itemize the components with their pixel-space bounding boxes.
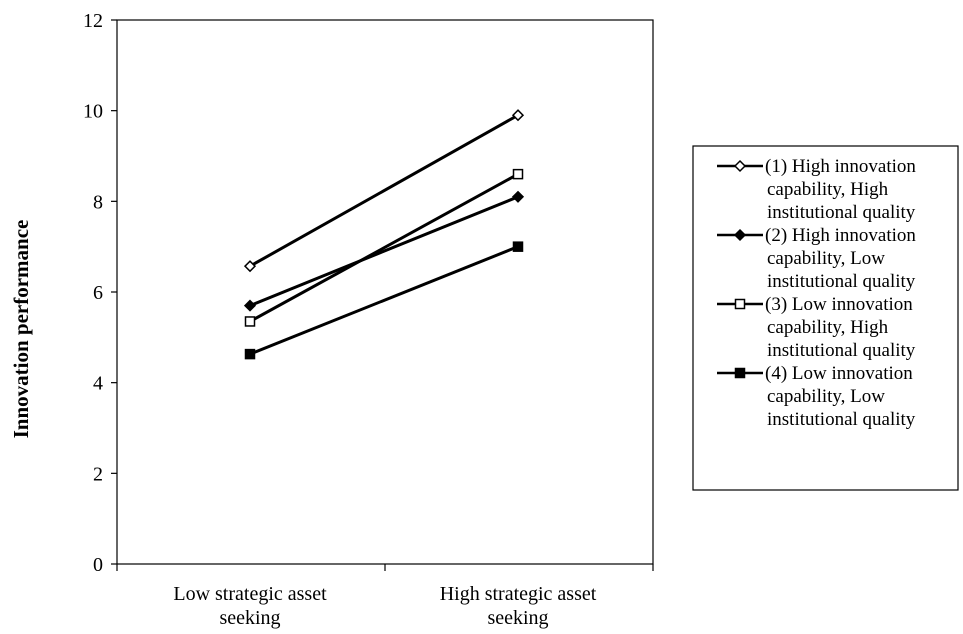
series-1 (243, 109, 525, 273)
series-line (249, 172, 519, 323)
data-point (244, 348, 256, 360)
y-tick-label: 12 (83, 10, 103, 32)
legend-marker (734, 298, 746, 310)
data-point (511, 109, 525, 122)
y-axis: 0 2 4 6 8 10 12 (83, 10, 117, 576)
series-2 (243, 190, 525, 312)
data-point (243, 299, 257, 312)
data-point (243, 260, 257, 273)
legend-entry: (2) High innovation capability, Low instit… (717, 225, 916, 292)
x-tick-label: Low strategic asset seeking (173, 583, 327, 629)
y-tick-label: 4 (93, 373, 103, 395)
y-tick-label: 2 (93, 463, 103, 485)
data-point (512, 241, 524, 252)
series-3 (244, 168, 524, 327)
y-axis-title: Innovation performance (9, 220, 33, 439)
x-tick-label: High strategic asset seeking (440, 583, 597, 629)
series-line (249, 113, 519, 268)
legend-label: (3) Low innovation capability, High instit… (765, 294, 916, 361)
plot-border (116, 19, 654, 565)
data-point (244, 316, 256, 327)
series-line (249, 245, 519, 356)
series-4 (244, 241, 524, 360)
y-tick-label: 6 (93, 282, 103, 304)
legend-marker (733, 159, 747, 173)
legend-entry: (1) High innovation capability, High insti… (717, 156, 916, 223)
x-axis: Low strategic asset seeking High strategic… (116, 564, 654, 629)
y-tick-label: 10 (83, 101, 103, 123)
y-tick-label: 8 (93, 191, 103, 213)
legend-label: (4) Low innovation capability, Low institu… (765, 363, 916, 430)
y-tick-label: 0 (93, 554, 103, 576)
legend-box (692, 145, 959, 491)
legend-label: (2) High innovation capability, Low instit… (765, 225, 916, 292)
legend-marker (733, 228, 747, 242)
legend-marker (734, 367, 746, 379)
legend-label: (1) High innovation capability, High insti… (765, 156, 916, 223)
series-line (249, 195, 519, 307)
data-point (511, 190, 525, 203)
legend: (1) High innovation capability, High insti… (692, 145, 959, 491)
plot-area (116, 19, 654, 565)
legend-entry: (4) Low innovation capability, Low institu… (717, 363, 916, 430)
data-point (512, 168, 524, 180)
series-layer (243, 109, 525, 360)
legend-entry: (3) Low innovation capability, High instit… (717, 294, 916, 361)
